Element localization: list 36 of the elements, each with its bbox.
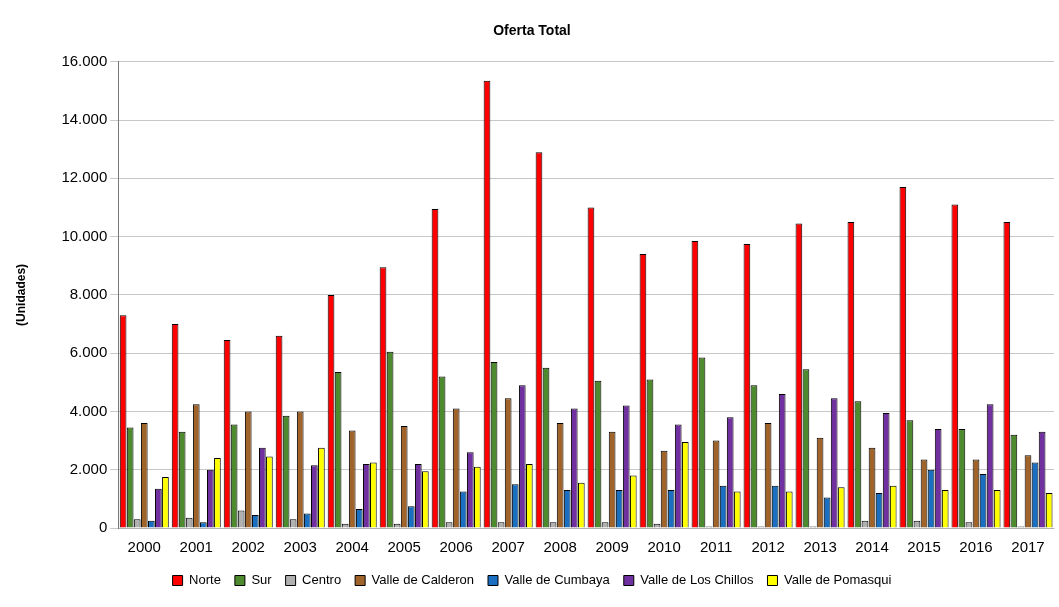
x-tick-label: 2009	[595, 538, 629, 556]
x-tick-label: 2013	[803, 538, 837, 556]
x-tick-label: 2001	[179, 538, 213, 556]
y-tick-label: 2.000	[69, 459, 108, 477]
chart-title: Oferta Total	[493, 22, 571, 39]
y-tick-label: 16.000	[61, 51, 108, 69]
y-tick-label: 8.000	[69, 285, 108, 303]
x-tick-label: 2003	[283, 538, 317, 556]
x-tick-label: 2005	[387, 538, 421, 556]
y-tick-label: 10.000	[61, 226, 108, 244]
x-tick-label: 2017	[1011, 538, 1045, 556]
x-tick-label: 2000	[127, 538, 161, 556]
y-tick-label: 0	[98, 518, 108, 536]
legend-label: Centro	[302, 572, 342, 588]
x-tick-label: 2016	[959, 538, 993, 556]
legend-label: Valle de Cumbaya	[504, 572, 611, 588]
y-axis-title: (Unidades)	[13, 263, 28, 326]
y-tick-label: 12.000	[61, 168, 108, 186]
x-tick-label: 2007	[491, 538, 525, 556]
legend-label: Valle de Pomasqui	[783, 572, 892, 588]
x-tick-label: 2012	[751, 538, 785, 556]
legend-label: Sur	[251, 572, 273, 588]
x-tick-label: 2002	[231, 538, 265, 556]
x-tick-label: 2004	[335, 538, 369, 556]
x-tick-label: 2006	[439, 538, 473, 556]
legend-label: Valle de Los Chillos	[640, 572, 754, 588]
legend-label: Valle de Calderon	[371, 572, 475, 588]
x-tick-label: 2010	[647, 538, 681, 556]
y-tick-label: 14.000	[61, 110, 108, 128]
x-tick-label: 2015	[907, 538, 941, 556]
x-tick-label: 2011	[699, 538, 733, 556]
x-tick-label: 2008	[543, 538, 577, 556]
x-tick-label: 2014	[855, 538, 889, 556]
y-tick-label: 4.000	[69, 401, 108, 419]
legend-label: Norte	[189, 572, 221, 588]
y-tick-label: 6.000	[69, 343, 108, 361]
